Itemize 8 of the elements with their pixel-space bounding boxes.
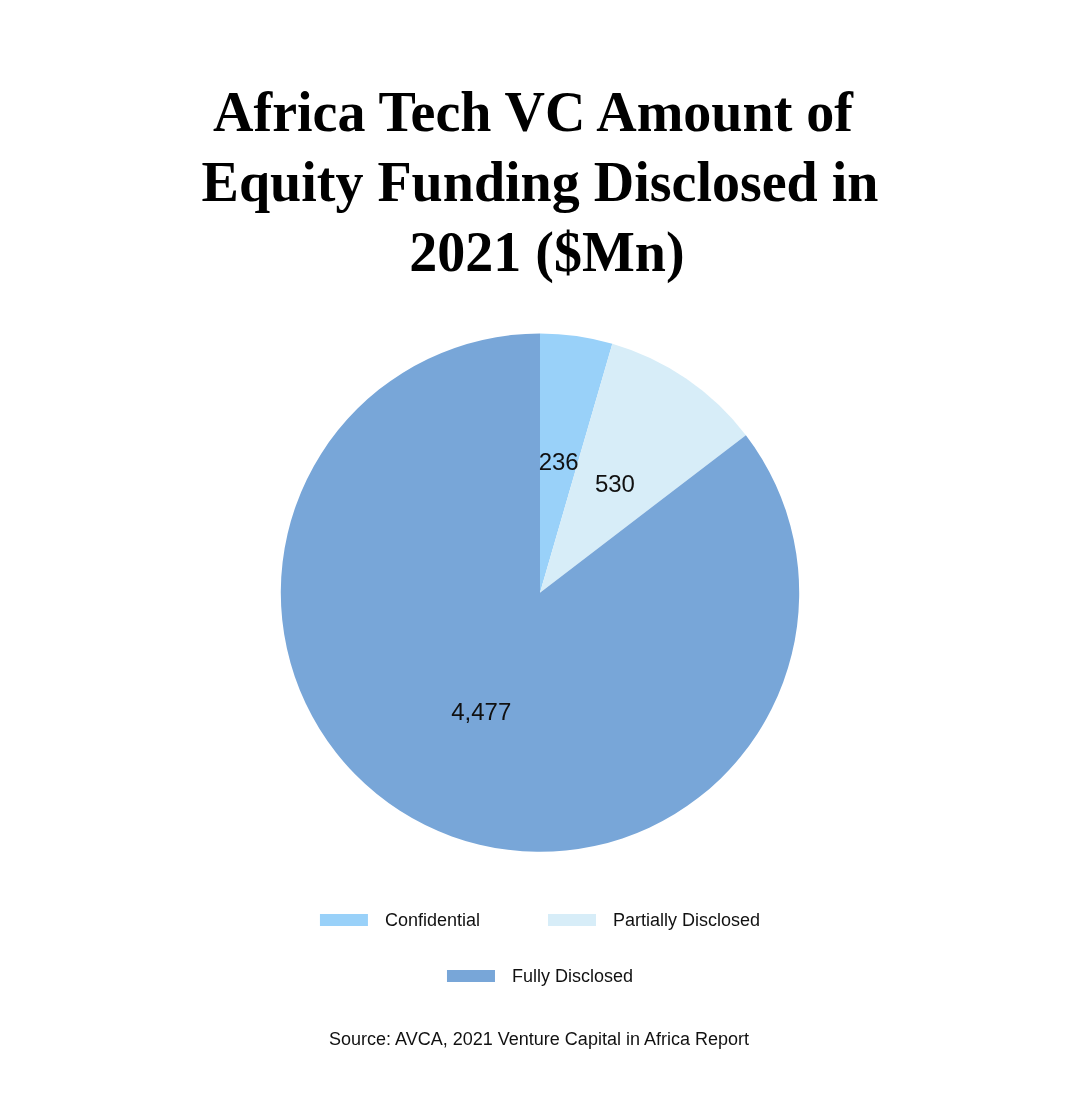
data-label: 530 [594,469,635,497]
data-label: 4,477 [451,698,512,726]
legend-label: Partially Disclosed [613,910,761,930]
chart-title: Africa Tech VC Amount of Equity Funding Disclosed in 2021 ($Mn) [201,81,879,284]
data-label: 236 [538,447,579,475]
legend-label: Confidential [384,910,481,930]
source-note: Source: AVCA, 2021 Venture Capital in Africa Report [329,1029,749,1049]
legend-label: Fully Disclosed [511,966,634,986]
